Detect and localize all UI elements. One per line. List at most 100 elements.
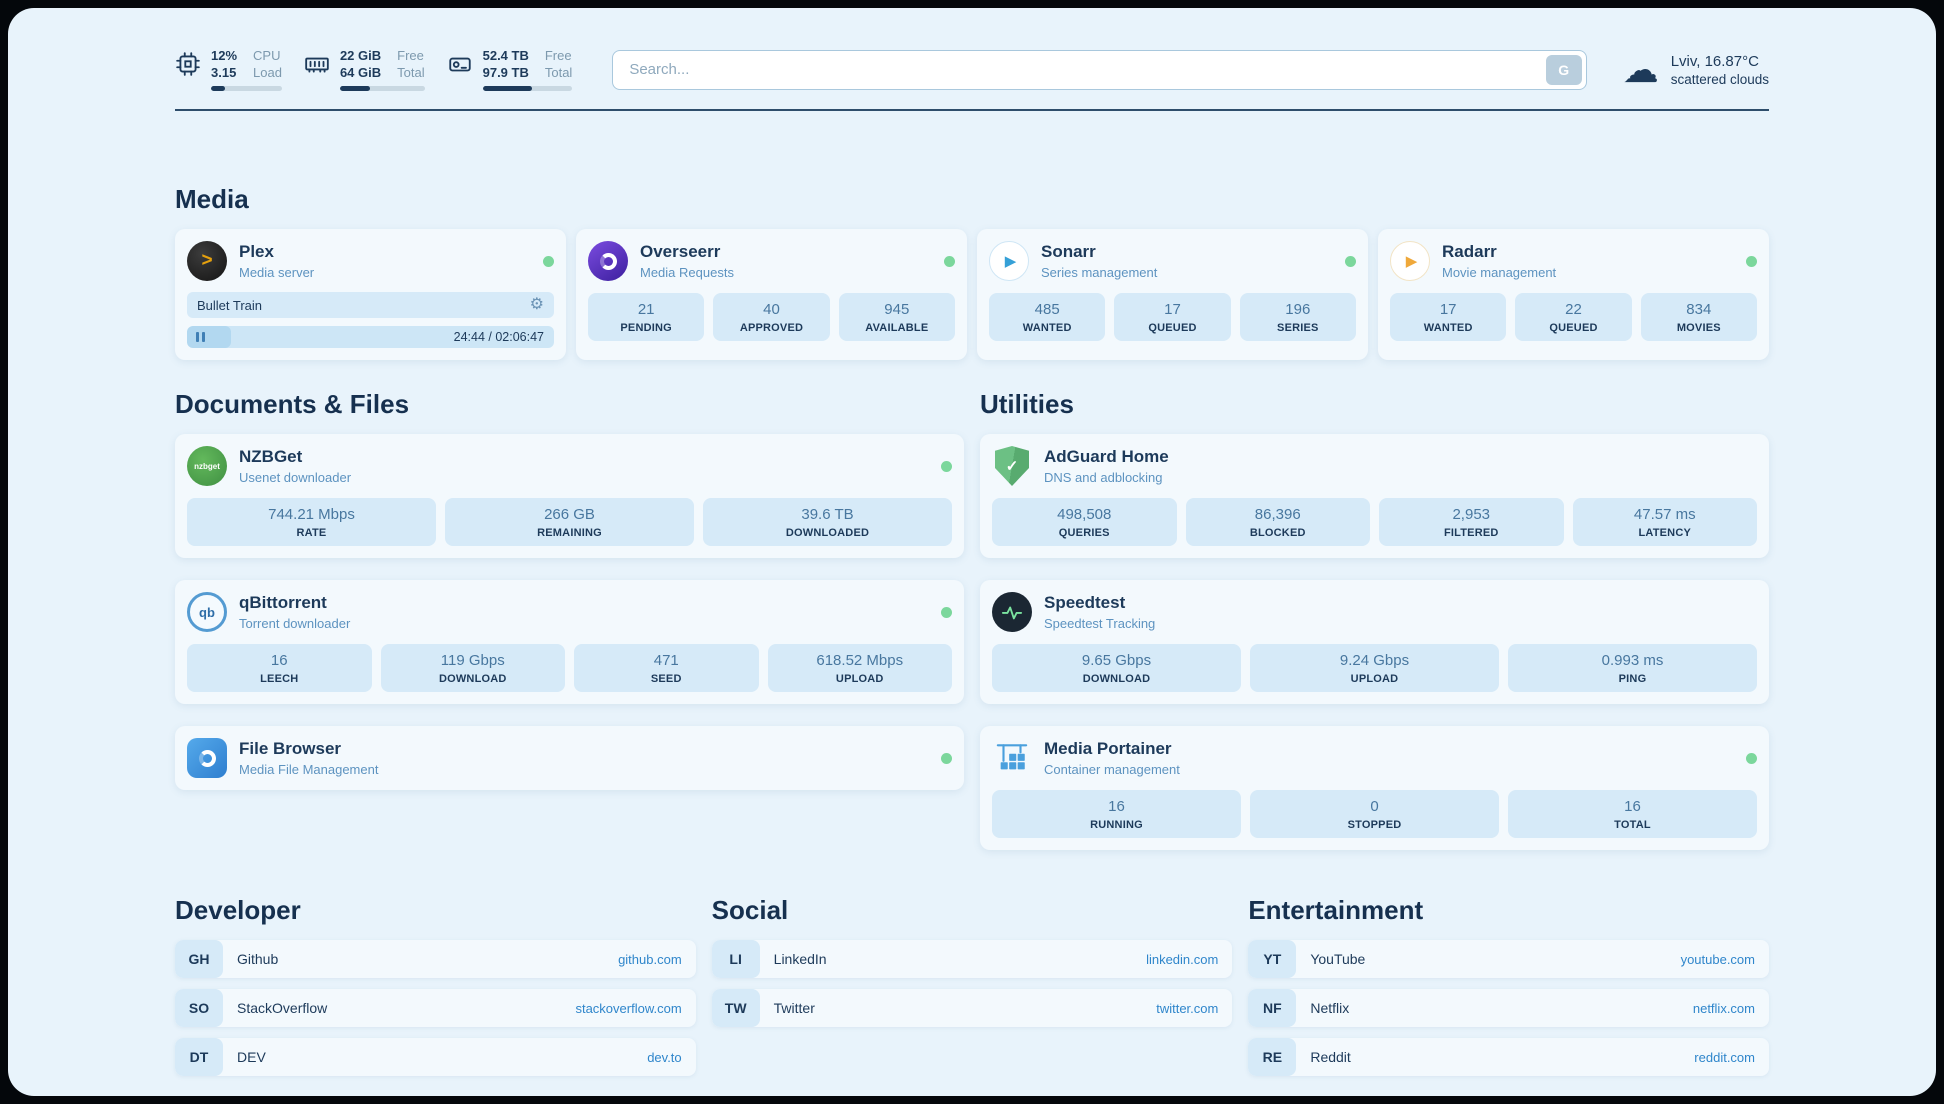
service-name: Speedtest — [1044, 593, 1126, 612]
bookmark-url[interactable]: github.com — [618, 951, 682, 967]
stats-row: 9.65 Gbps DOWNLOAD 9.24 Gbps UPLOAD 0.99… — [992, 644, 1757, 692]
service-card-filebrowser[interactable]: File Browser Media File Management — [175, 726, 964, 790]
stat-tile: 9.65 Gbps DOWNLOAD — [992, 644, 1241, 692]
cpu-load-value: 3.15 — [211, 65, 237, 80]
stat-label: WANTED — [1423, 322, 1473, 334]
stat-tile: 485 WANTED — [989, 293, 1106, 341]
bookmark-url[interactable]: twitter.com — [1156, 1000, 1219, 1016]
service-subtitle: Container management — [1044, 762, 1180, 777]
bookmark-abbr: LI — [711, 940, 760, 978]
section-entertainment: Entertainment YT YouTube youtube.com NF … — [1248, 894, 1769, 1076]
search-bar: G — [612, 49, 1587, 90]
bookmark-url[interactable]: reddit.com — [1694, 1049, 1755, 1065]
stat-tile: 119 Gbps DOWNLOAD — [380, 644, 565, 692]
service-name: File Browser — [239, 739, 342, 758]
stat-tile: 471 SEED — [574, 644, 759, 692]
bookmark-name: Reddit — [1310, 1049, 1351, 1065]
stats-row: 498,508 QUERIES 86,396 BLOCKED 2,953 FIL… — [992, 498, 1757, 546]
bookmark-url[interactable]: stackoverflow.com — [575, 1000, 682, 1016]
stat-tile: 618.52 Mbps UPLOAD — [767, 644, 952, 692]
service-card-overseerr[interactable]: Overseerr Media Requests 21 PENDING 40 A… — [576, 229, 967, 360]
now-playing-row: Bullet Train ⚙ — [187, 292, 554, 318]
section-title-utilities: Utilities — [980, 389, 1074, 419]
bookmark-linkedin[interactable]: LI LinkedIn linkedin.com — [711, 940, 1233, 978]
bookmark-abbr: RE — [1248, 1038, 1297, 1076]
stat-value: 485 — [1034, 301, 1060, 318]
qbittorrent-icon: qb — [187, 592, 227, 632]
cpu-progress-fill — [211, 86, 226, 91]
service-subtitle: Usenet downloader — [239, 470, 352, 485]
stat-label: RATE — [296, 527, 327, 539]
service-name: qBittorrent — [239, 593, 327, 612]
bookmark-url[interactable]: netflix.com — [1692, 1000, 1755, 1016]
stat-label: SEED — [650, 673, 682, 685]
service-name: NZBGet — [239, 447, 303, 466]
bookmark-url[interactable]: youtube.com — [1680, 951, 1755, 967]
stat-value: 498,508 — [1057, 506, 1112, 523]
stats-row: 744.21 Mbps RATE 266 GB REMAINING 39.6 T… — [187, 498, 952, 546]
stat-value: 86,396 — [1254, 506, 1301, 523]
service-card-radarr[interactable]: ▶ Radarr Movie management 17 WANTED — [1378, 229, 1769, 360]
bookmark-github[interactable]: GH Github github.com — [175, 940, 696, 978]
disk-total-value: 97.9 TB — [482, 65, 529, 80]
ram-metric: 22 GiB Free 64 GiB Total — [304, 48, 425, 91]
section-media: Media > Plex Media server Bullet Train — [175, 183, 1769, 360]
service-name: Overseerr — [640, 242, 721, 261]
service-card-plex[interactable]: > Plex Media server Bullet Train ⚙ — [175, 229, 566, 360]
stats-row: 16 RUNNING 0 STOPPED 16 TOTAL — [992, 790, 1757, 838]
ram-progress-bar — [339, 86, 425, 91]
status-dot — [941, 460, 952, 472]
gear-icon[interactable]: ⚙ — [529, 296, 544, 313]
stat-value: 266 GB — [544, 506, 595, 523]
stat-value: 0 — [1370, 798, 1379, 815]
bookmark-twitter[interactable]: TW Twitter twitter.com — [711, 989, 1233, 1027]
bookmark-url[interactable]: dev.to — [647, 1049, 682, 1065]
search-input[interactable] — [612, 49, 1587, 90]
bookmark-url[interactable]: linkedin.com — [1146, 951, 1219, 967]
section-social: Social LI LinkedIn linkedin.com TW Twitt… — [711, 894, 1233, 1027]
bookmark-stackoverflow[interactable]: SO StackOverflow stackoverflow.com — [175, 989, 696, 1027]
plex-icon: > — [187, 241, 227, 281]
pause-icon[interactable] — [196, 332, 205, 342]
bookmark-abbr: DT — [175, 1038, 223, 1076]
stat-tile: 16 RUNNING — [992, 790, 1241, 838]
stat-label: MOVIES — [1676, 322, 1721, 334]
service-card-nzbget[interactable]: nzbget NZBGet Usenet downloader 744.21 M… — [175, 434, 964, 558]
stat-label: DOWNLOADED — [785, 527, 870, 539]
weather-condition: scattered clouds — [1670, 71, 1769, 87]
bookmark-netflix[interactable]: NF Netflix netflix.com — [1248, 989, 1769, 1027]
bookmark-dev[interactable]: DT DEV dev.to — [175, 1038, 696, 1076]
service-card-portainer[interactable]: Media Portainer Container management 16 … — [980, 726, 1769, 850]
service-subtitle: Speedtest Tracking — [1044, 616, 1156, 631]
stat-tile: 17 WANTED — [1390, 293, 1507, 341]
service-name: AdGuard Home — [1044, 447, 1169, 466]
bookmark-reddit[interactable]: RE Reddit reddit.com — [1248, 1038, 1769, 1076]
stat-label: BLOCKED — [1249, 527, 1306, 539]
stat-value: 9.24 Gbps — [1339, 652, 1410, 669]
stat-label: APPROVED — [739, 322, 804, 334]
service-card-qbittorrent[interactable]: qb qBittorrent Torrent downloader 16 LEE… — [175, 580, 964, 704]
bookmark-abbr: TW — [711, 989, 760, 1027]
status-dot — [543, 255, 554, 267]
search-provider-button[interactable]: G — [1545, 54, 1582, 85]
service-card-adguard[interactable]: ✓ AdGuard Home DNS and adblocking 498,50… — [980, 434, 1769, 558]
service-subtitle: DNS and adblocking — [1044, 470, 1163, 485]
stat-tile: 39.6 TB DOWNLOADED — [703, 498, 952, 546]
stat-tile: 2,953 FILTERED — [1379, 498, 1564, 546]
adguard-icon: ✓ — [992, 446, 1032, 486]
stat-value: 618.52 Mbps — [816, 652, 904, 669]
cpu-usage-value: 12% — [211, 48, 238, 63]
stats-row: 16 LEECH 119 Gbps DOWNLOAD 471 SEED — [187, 644, 952, 692]
status-dot — [944, 255, 955, 267]
stat-label: DOWNLOAD — [438, 673, 507, 685]
section-title-media: Media — [175, 184, 249, 214]
service-card-sonarr[interactable]: ▶ Sonarr Series management 485 WANTED — [977, 229, 1368, 360]
service-card-speedtest[interactable]: Speedtest Speedtest Tracking 9.65 Gbps D… — [980, 580, 1769, 704]
stat-value: 16 — [1108, 798, 1125, 815]
bookmark-youtube[interactable]: YT YouTube youtube.com — [1248, 940, 1769, 978]
disk-progress-bar — [482, 86, 573, 91]
stat-tile: 16 LEECH — [187, 644, 372, 692]
section-title-social: Social — [711, 895, 789, 925]
stat-label: TOTAL — [1614, 819, 1651, 831]
service-subtitle: Torrent downloader — [239, 616, 351, 631]
